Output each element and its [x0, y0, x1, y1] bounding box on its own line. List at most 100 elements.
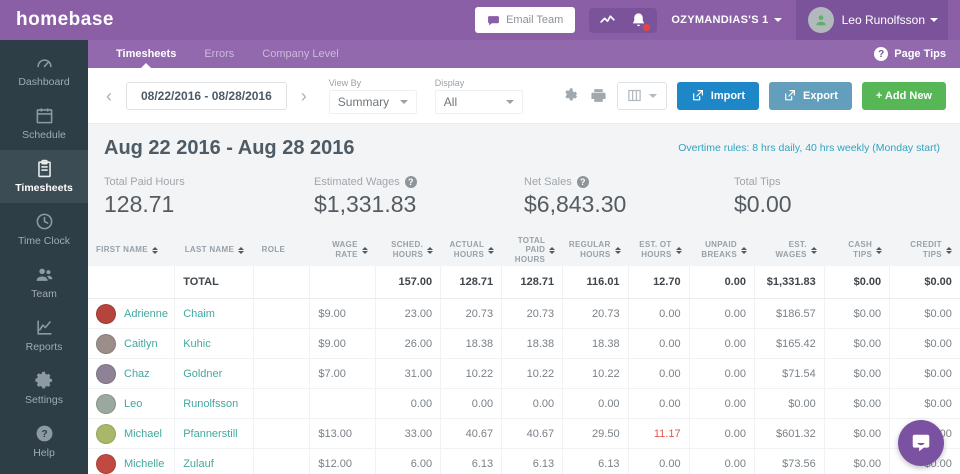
last-name-link[interactable]: Goldner: [175, 359, 254, 388]
credit-tips-cell: $0.00: [924, 367, 952, 380]
top-header-bar: homebase Email Team OZYMANDIAS'S 1: [0, 0, 960, 40]
first-name-link[interactable]: Adrienne: [124, 307, 169, 320]
sort-icon[interactable]: [810, 246, 817, 254]
notifications-bell-icon[interactable]: [630, 12, 651, 31]
tab[interactable]: Timesheets: [102, 40, 190, 68]
import-button[interactable]: Import: [676, 81, 760, 110]
table-row[interactable]: Michael Pfannerstill $13.00 33.00 40.67 …: [88, 419, 960, 449]
sort-icon[interactable]: [675, 246, 682, 254]
stat-label: Total Tips ?: [734, 176, 781, 188]
cash-tips-cell: $0.00: [825, 359, 891, 388]
export-icon: [785, 90, 795, 101]
table-row[interactable]: Michelle Zulauf $12.00 6.00 6.13 6.13 6.…: [88, 449, 960, 474]
last-name-link[interactable]: Pfannerstill: [175, 419, 254, 448]
last-name-link[interactable]: Runolfsson: [175, 389, 254, 418]
sort-icon[interactable]: [549, 246, 556, 254]
column-header[interactable]: Last Name: [175, 245, 253, 255]
sidebar-item-label: Dashboard: [18, 76, 70, 88]
sidebar-item-label: Help: [33, 447, 55, 459]
print-icon[interactable]: [590, 87, 607, 104]
table-row[interactable]: Caitlyn Kuhic $9.00 26.00 18.38 18.38 18…: [88, 329, 960, 359]
table-row[interactable]: Chaz Goldner $7.00 31.00 10.22 10.22 10.…: [88, 359, 960, 389]
sidebar-item[interactable]: Team: [0, 256, 88, 309]
tab[interactable]: Errors: [190, 40, 248, 68]
sidebar-item[interactable]: Time Clock: [0, 203, 88, 256]
add-new-button[interactable]: + Add New: [861, 81, 946, 110]
column-header[interactable]: Cash Tips: [825, 240, 890, 259]
column-header[interactable]: Est. Wages: [755, 240, 825, 259]
sort-icon[interactable]: [427, 246, 434, 254]
table-row[interactable]: Adrienne Chaim $9.00 23.00 20.73 20.73 2…: [88, 299, 960, 329]
regular-hours-cell: 0.00: [563, 389, 629, 418]
sidebar-item[interactable]: Schedule: [0, 97, 88, 150]
first-name-link[interactable]: Michael: [124, 427, 162, 440]
sidebar-nav: Dashboard Schedule Timesheets Time Clock: [0, 40, 88, 474]
sort-icon[interactable]: [238, 246, 245, 254]
stat-label: Estimated Wages ?: [314, 176, 524, 188]
column-header[interactable]: Role: [261, 245, 286, 255]
sort-icon[interactable]: [945, 246, 952, 254]
view-by-select[interactable]: Summary: [328, 89, 417, 114]
column-header[interactable]: Wage Rate: [310, 240, 375, 259]
export-button[interactable]: Export: [769, 81, 852, 110]
column-settings-button[interactable]: [616, 81, 667, 110]
column-header[interactable]: Est. OT Hours: [629, 240, 690, 259]
sort-icon[interactable]: [488, 246, 495, 254]
sidebar-item[interactable]: Timesheets: [0, 150, 88, 203]
date-range-picker[interactable]: 08/22/2016 - 08/28/2016: [126, 81, 287, 110]
prev-week-button[interactable]: ‹: [106, 85, 112, 106]
column-header[interactable]: Regular Hours: [563, 240, 628, 259]
activity-icon[interactable]: [599, 12, 616, 29]
last-name-link[interactable]: Chaim: [175, 299, 254, 328]
sched-hours-cell: 26.00: [376, 329, 442, 358]
settings-gear-icon[interactable]: [563, 87, 580, 104]
wage-rate-cell: $7.00: [310, 359, 376, 388]
column-header[interactable]: Actual Hours: [441, 240, 502, 259]
content-area: Timesheets Errors Company Level ? Page T…: [88, 40, 960, 474]
sidebar-item[interactable]: Reports: [0, 309, 88, 362]
overtime-rules-link[interactable]: Overtime rules: 8 hrs daily, 40 hrs week…: [678, 142, 940, 154]
last-name-link[interactable]: Kuhic: [175, 329, 254, 358]
display-value: All: [443, 94, 458, 109]
timesheets-table: First Name Last Name Role: [88, 234, 960, 474]
first-name-link[interactable]: Michelle: [124, 457, 165, 470]
sort-icon[interactable]: [151, 246, 158, 254]
column-header[interactable]: Unpaid Breaks: [690, 240, 755, 259]
sort-icon[interactable]: [361, 246, 368, 254]
column-header[interactable]: Credit Tips: [890, 240, 960, 259]
sched-hours-cell: 6.00: [376, 449, 442, 474]
actual-hours-cell: 10.22: [441, 359, 503, 388]
cash-tips-cell: $0.00: [825, 419, 891, 448]
est-ot-hours-cell: 11.17: [629, 419, 690, 448]
first-name-link[interactable]: Leo: [124, 397, 143, 410]
next-week-button[interactable]: ›: [300, 85, 307, 106]
column-header[interactable]: First Name: [88, 245, 175, 255]
company-dropdown[interactable]: OZYMANDIAS'S 1: [671, 14, 782, 26]
sidebar-item[interactable]: ? Help: [0, 415, 88, 468]
column-header[interactable]: Total Paid Hours: [502, 236, 563, 265]
chat-widget-button[interactable]: [898, 420, 944, 466]
email-team-button[interactable]: Email Team: [475, 7, 576, 33]
table-row[interactable]: Leo Runolfsson 0.00 0.00 0.00 0.00 0.00: [88, 389, 960, 419]
page-tips-button[interactable]: ? Page Tips: [874, 47, 946, 61]
sidebar-item[interactable]: Dashboard: [0, 44, 88, 97]
column-header[interactable]: Sched. Hours: [376, 240, 441, 259]
sort-icon[interactable]: [614, 246, 621, 254]
sort-icon[interactable]: [876, 246, 883, 254]
last-name-link[interactable]: Zulauf: [175, 449, 254, 474]
first-name-link[interactable]: Chaz: [124, 367, 150, 380]
total-regular: 116.01: [563, 266, 629, 298]
sort-icon[interactable]: [740, 246, 747, 254]
help-icon[interactable]: ?: [404, 176, 417, 188]
first-name-link[interactable]: Caitlyn: [124, 337, 158, 350]
avatar: [96, 303, 116, 324]
sidebar-item[interactable]: Settings: [0, 362, 88, 415]
user-avatar: [807, 7, 834, 33]
tab[interactable]: Company Level: [248, 40, 352, 68]
display-select[interactable]: All: [434, 89, 523, 114]
est-ot-hours-cell: 0.00: [629, 359, 690, 388]
stat-label: Net Sales ?: [524, 176, 734, 188]
user-menu[interactable]: Leo Runolfsson: [795, 0, 948, 40]
help-icon[interactable]: ?: [576, 176, 589, 188]
